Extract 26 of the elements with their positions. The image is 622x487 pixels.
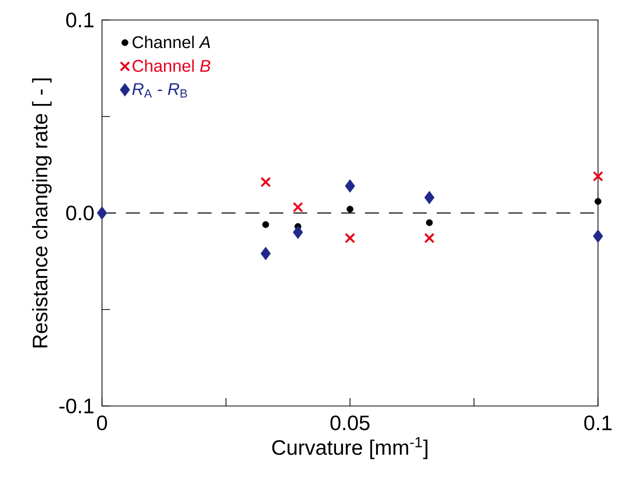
y-tick-label: -0.1 bbox=[59, 398, 94, 414]
x-tick-label: 0.1 bbox=[584, 415, 612, 430]
point bbox=[426, 219, 433, 226]
legend-label: Channel B bbox=[132, 60, 210, 72]
point bbox=[594, 198, 602, 205]
point bbox=[592, 171, 604, 182]
point bbox=[292, 202, 304, 212]
point bbox=[260, 176, 271, 188]
y-tick-label: 0.0 bbox=[66, 206, 94, 220]
x-axis-title: Curvature [mm$^{-1}$] bbox=[272, 437, 428, 460]
point bbox=[424, 232, 435, 244]
point bbox=[344, 232, 356, 244]
x-tick-label: 0 bbox=[96, 415, 107, 430]
legend-label: Channel A bbox=[132, 36, 210, 48]
point bbox=[344, 179, 356, 193]
y-tick-label: 0.1 bbox=[66, 12, 94, 28]
point bbox=[346, 206, 354, 213]
y-axis-title: Resistance changing rate [ - ] bbox=[32, 78, 52, 348]
point bbox=[96, 206, 108, 220]
point bbox=[592, 229, 604, 243]
point bbox=[260, 246, 271, 260]
x-tick-label: 0.05 bbox=[330, 415, 370, 430]
legend-label: R$_{A}$ - R$_{B}$ bbox=[132, 83, 187, 98]
point bbox=[262, 221, 270, 228]
point bbox=[292, 226, 303, 239]
point bbox=[424, 190, 434, 204]
